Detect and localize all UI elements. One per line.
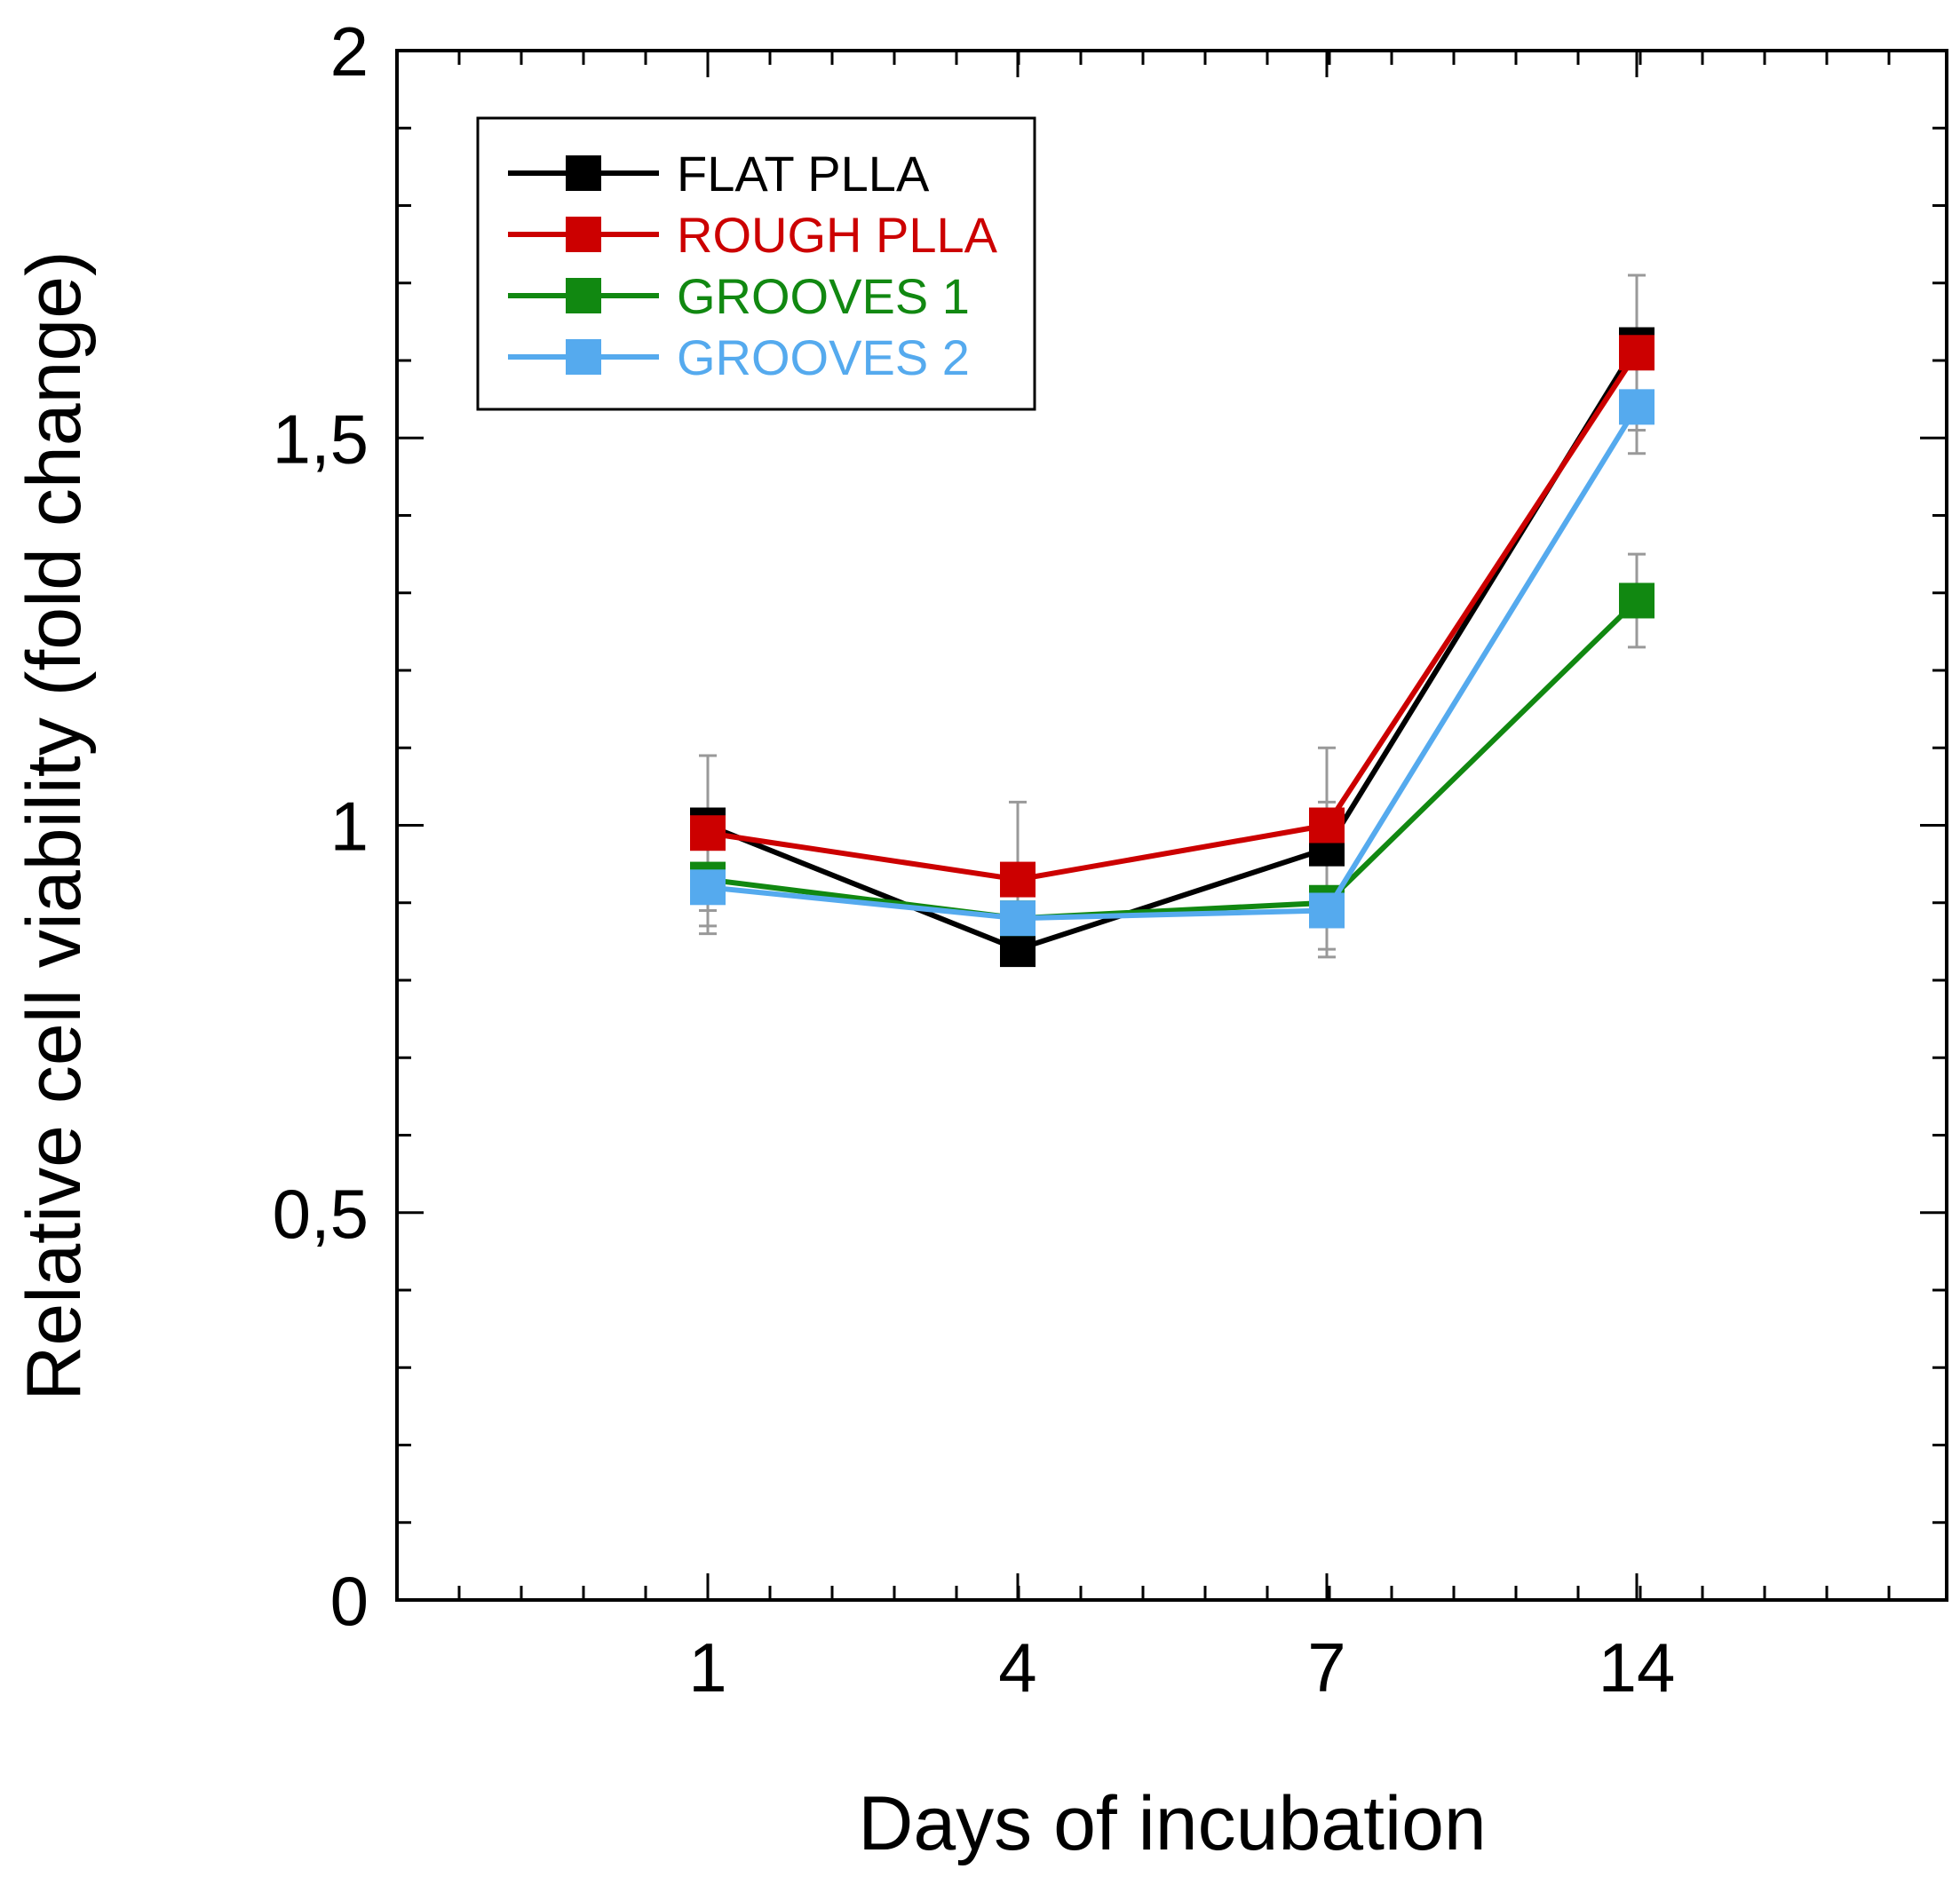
data-point <box>690 869 726 906</box>
series-rough-plla <box>690 335 1654 898</box>
y-axis-label: Relative cell viability (fold change) <box>12 250 97 1400</box>
x-tick-label: 7 <box>1307 1628 1345 1707</box>
legend-label: GROOVES 1 <box>677 268 970 324</box>
series-line <box>707 405 1639 922</box>
legend-marker <box>566 217 601 252</box>
series-grooves-1 <box>690 582 1654 937</box>
data-point <box>1000 931 1036 968</box>
series-line <box>707 598 1639 922</box>
data-point <box>690 815 726 851</box>
y-tick-label: 1 <box>330 788 369 866</box>
y-tick-label: 0,5 <box>273 1175 369 1253</box>
y-minor-ticks <box>397 49 1947 1602</box>
data-point <box>1000 900 1036 937</box>
series-grooves-2 <box>690 389 1654 937</box>
y-tick-label: 1,5 <box>273 400 369 478</box>
x-tick-labels: 1 4 7 14 <box>688 1628 1675 1707</box>
data-point <box>1000 861 1036 898</box>
series-layer <box>690 273 1654 968</box>
legend-label: ROUGH PLLA <box>677 207 998 263</box>
data-point <box>1619 582 1654 619</box>
legend-marker <box>566 155 601 191</box>
data-point <box>1619 389 1654 425</box>
x-tick-label: 14 <box>1599 1628 1676 1707</box>
y-tick-label: 0 <box>330 1562 369 1640</box>
x-axis-label: Days of incubation <box>858 1781 1487 1866</box>
legend-marker <box>566 339 601 375</box>
x-minor-ticks <box>457 51 1891 1600</box>
y-tick-labels: 0 0,5 1 1,5 2 <box>273 12 369 1640</box>
data-point <box>1309 892 1345 929</box>
data-point <box>1619 335 1654 371</box>
x-tick-label: 1 <box>688 1628 726 1707</box>
x-tick-label: 4 <box>998 1628 1036 1707</box>
y-tick-label: 2 <box>330 12 369 91</box>
data-point <box>1309 807 1345 843</box>
series-line <box>706 343 1639 953</box>
legend-label: FLAT PLLA <box>677 146 930 202</box>
series-flat-plla <box>690 327 1654 968</box>
series-line <box>707 351 1639 883</box>
legend-marker <box>566 278 601 313</box>
legend-label: GROOVES 2 <box>677 329 970 385</box>
